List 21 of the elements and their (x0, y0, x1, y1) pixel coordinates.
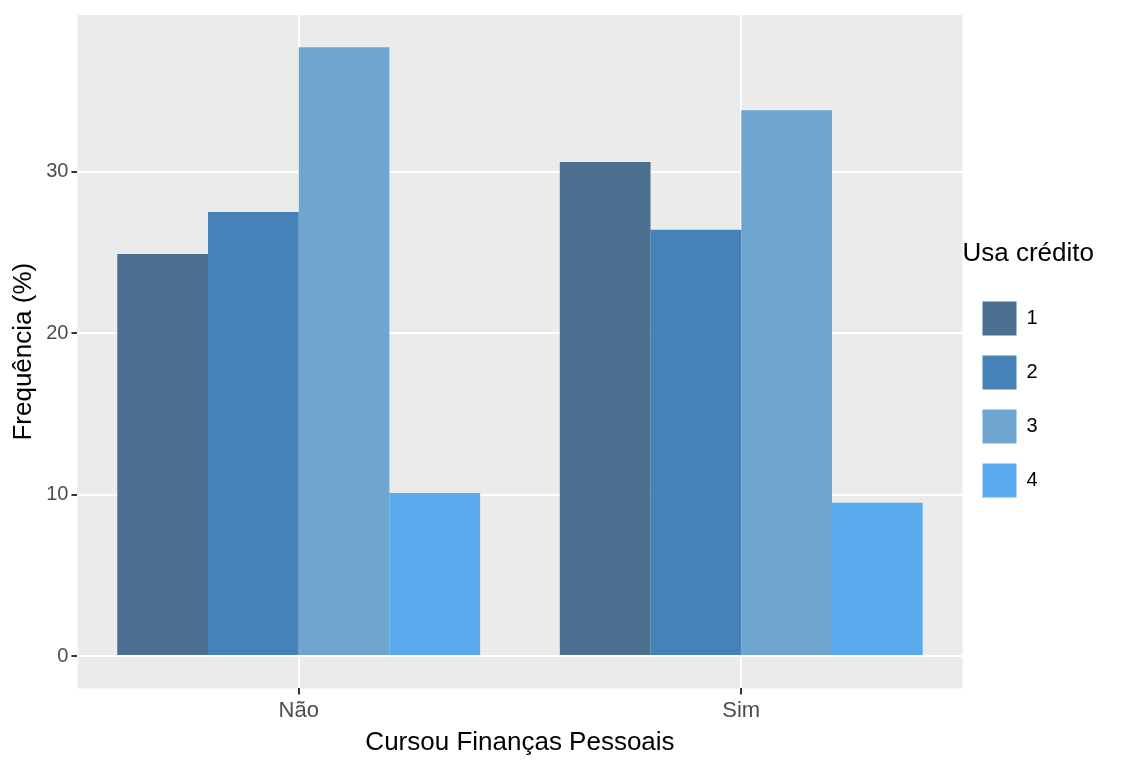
y-axis-title: Frequência (%) (6, 262, 37, 441)
y-tick-label: 30 (46, 159, 69, 182)
bar (650, 229, 742, 656)
x-tick-label: Não (278, 696, 319, 722)
y-tick-label: 20 (46, 320, 69, 343)
x-tick-label: Sim (722, 696, 761, 722)
bar (389, 493, 481, 656)
legend-label: 2 (1026, 360, 1038, 383)
legend-label: 1 (1026, 306, 1038, 329)
y-tick-label: 0 (57, 643, 69, 666)
bar (741, 110, 832, 656)
bar (831, 502, 923, 656)
bar (207, 212, 299, 656)
y-tick-label: 10 (46, 482, 69, 505)
x-axis-title: Cursou Finanças Pessoais (365, 725, 675, 756)
bar (559, 161, 651, 656)
bar (298, 47, 390, 656)
legend-title: Usa crédito (962, 236, 1094, 267)
legend-label: 3 (1026, 414, 1038, 437)
legend-label: 4 (1026, 468, 1038, 491)
bar (117, 254, 208, 656)
